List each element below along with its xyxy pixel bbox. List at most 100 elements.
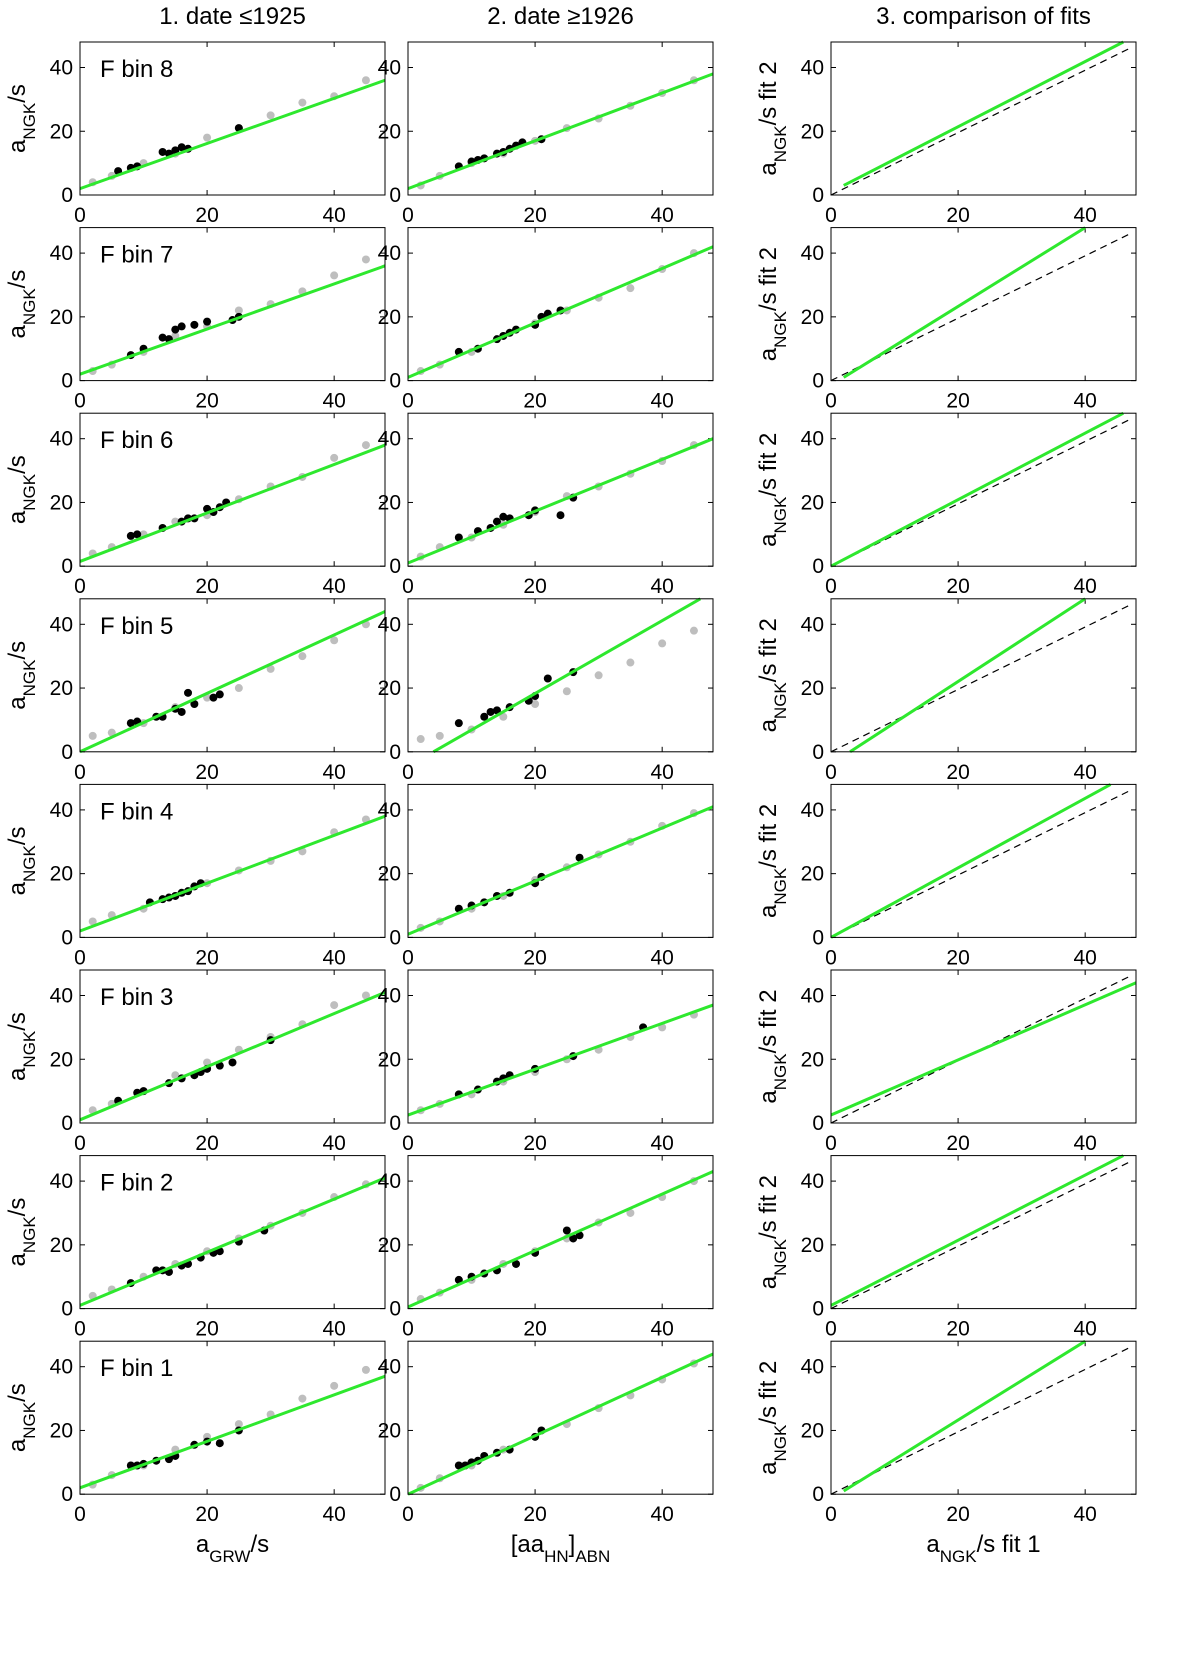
x-tick-label: 40	[322, 1503, 345, 1526]
point	[234, 684, 243, 693]
x-tick-label: 20	[523, 761, 546, 784]
x-axis-label: aNGK/s fit 1	[926, 1531, 1040, 1566]
y-axis-label-part: /s fit 2	[755, 618, 782, 682]
y-axis-label-part: /s	[4, 455, 31, 474]
y-tick-label: 40	[801, 242, 824, 265]
fit-line	[830, 604, 1130, 753]
panel: 0 20 40 0 20 40	[378, 1155, 714, 1341]
y-tick-label: 40	[378, 1356, 401, 1379]
point	[361, 991, 370, 1000]
axes-frame	[407, 41, 714, 196]
y-tick-label: 40	[378, 1170, 401, 1193]
x-tick-label: 0	[74, 1318, 86, 1341]
axes-frame	[830, 412, 1137, 567]
y-tick-label: 20	[50, 677, 73, 700]
y-axis-label-part: a	[755, 162, 782, 176]
x-tick-label: 0	[825, 761, 837, 784]
y-axis-label: aNGK/s	[4, 84, 39, 153]
y-axis-label-part: NGK	[20, 288, 39, 326]
fit-line	[830, 1154, 1124, 1307]
axes-frame	[79, 41, 386, 196]
x-tick-label: 20	[195, 1132, 218, 1155]
y-tick-label: 40	[801, 799, 824, 822]
point	[512, 1259, 521, 1268]
y-tick-label: 20	[378, 863, 401, 886]
plot-area	[831, 42, 1136, 195]
y-axis-label-part: a	[755, 1090, 782, 1104]
point	[234, 1420, 243, 1429]
x-tick-label: 20	[946, 1132, 969, 1155]
x-axis-label-part: GRW	[209, 1547, 250, 1566]
plot-area	[831, 784, 1136, 938]
y-tick-label: 0	[61, 926, 73, 949]
x-tick-label: 40	[650, 575, 673, 598]
x-tick-label: 20	[195, 1503, 218, 1526]
y-tick-label: 20	[801, 306, 824, 329]
y-tick-label: 40	[50, 57, 73, 80]
point	[361, 255, 370, 264]
plot-area	[831, 970, 1136, 1123]
y-tick-label: 40	[378, 57, 401, 80]
point	[543, 674, 552, 683]
point	[88, 917, 97, 926]
axes-frame	[407, 227, 714, 382]
point	[330, 271, 339, 280]
y-axis-label: aNGK/s fit 2	[755, 618, 790, 732]
panel: 0 20 40 0 20 40	[801, 597, 1137, 784]
y-tick-label: 20	[378, 677, 401, 700]
y-axis-label-part: NGK	[771, 310, 790, 348]
x-axis-label-part: [aa	[511, 1531, 545, 1558]
x-tick-label: 20	[195, 946, 218, 969]
y-axis-label-part: /s	[4, 270, 31, 289]
axes-frame	[79, 1155, 386, 1310]
x-tick-label: 40	[1073, 1503, 1096, 1526]
panel: 0 20 40 0 20 40	[50, 1155, 386, 1341]
panel-label: F bin 4	[100, 798, 173, 825]
panel: 0 20 40 0 20 40	[801, 226, 1137, 413]
y-tick-label: 40	[378, 985, 401, 1008]
y-tick-label: 40	[50, 1356, 73, 1379]
x-tick-label: 20	[946, 204, 969, 227]
point	[499, 712, 508, 721]
panel: 0 20 40 0 20 40	[801, 783, 1137, 969]
fit-line	[407, 1352, 714, 1496]
axes-frame	[830, 1340, 1137, 1495]
x-tick-label: 0	[402, 1132, 414, 1155]
x-tick-label: 0	[825, 204, 837, 227]
y-tick-label: 20	[801, 1234, 824, 1257]
x-tick-label: 0	[825, 390, 837, 413]
fit-line	[407, 1170, 714, 1309]
x-tick-label: 40	[650, 390, 673, 413]
point	[203, 317, 212, 326]
x-tick-label: 0	[74, 946, 86, 969]
x-axis-label-part: a	[196, 1531, 210, 1558]
y-tick-label: 40	[801, 428, 824, 451]
y-tick-label: 0	[389, 370, 401, 393]
fit-line	[842, 226, 1086, 379]
point	[361, 76, 370, 85]
y-tick-label: 40	[378, 799, 401, 822]
point	[171, 325, 180, 334]
y-axis-label: aNGK/s	[4, 455, 39, 524]
axes-frame	[830, 783, 1137, 938]
x-tick-label: 20	[195, 1318, 218, 1341]
y-axis-label-part: /s fit 2	[755, 61, 782, 125]
x-tick-label: 0	[402, 761, 414, 784]
y-tick-label: 40	[50, 799, 73, 822]
point	[209, 693, 218, 702]
y-tick-label: 0	[812, 926, 824, 949]
point	[228, 1058, 237, 1067]
y-tick-label: 20	[801, 677, 824, 700]
x-tick-label: 0	[825, 1503, 837, 1526]
point	[234, 306, 243, 315]
x-axis-label-part: HN	[544, 1547, 569, 1566]
y-axis-label-part: a	[755, 904, 782, 918]
point	[171, 331, 180, 340]
panel-label: F bin 6	[100, 427, 173, 454]
y-tick-label: 0	[61, 555, 73, 578]
y-tick-label: 40	[378, 428, 401, 451]
axes-frame	[79, 598, 386, 753]
x-tick-label: 20	[523, 204, 546, 227]
point	[435, 731, 444, 740]
